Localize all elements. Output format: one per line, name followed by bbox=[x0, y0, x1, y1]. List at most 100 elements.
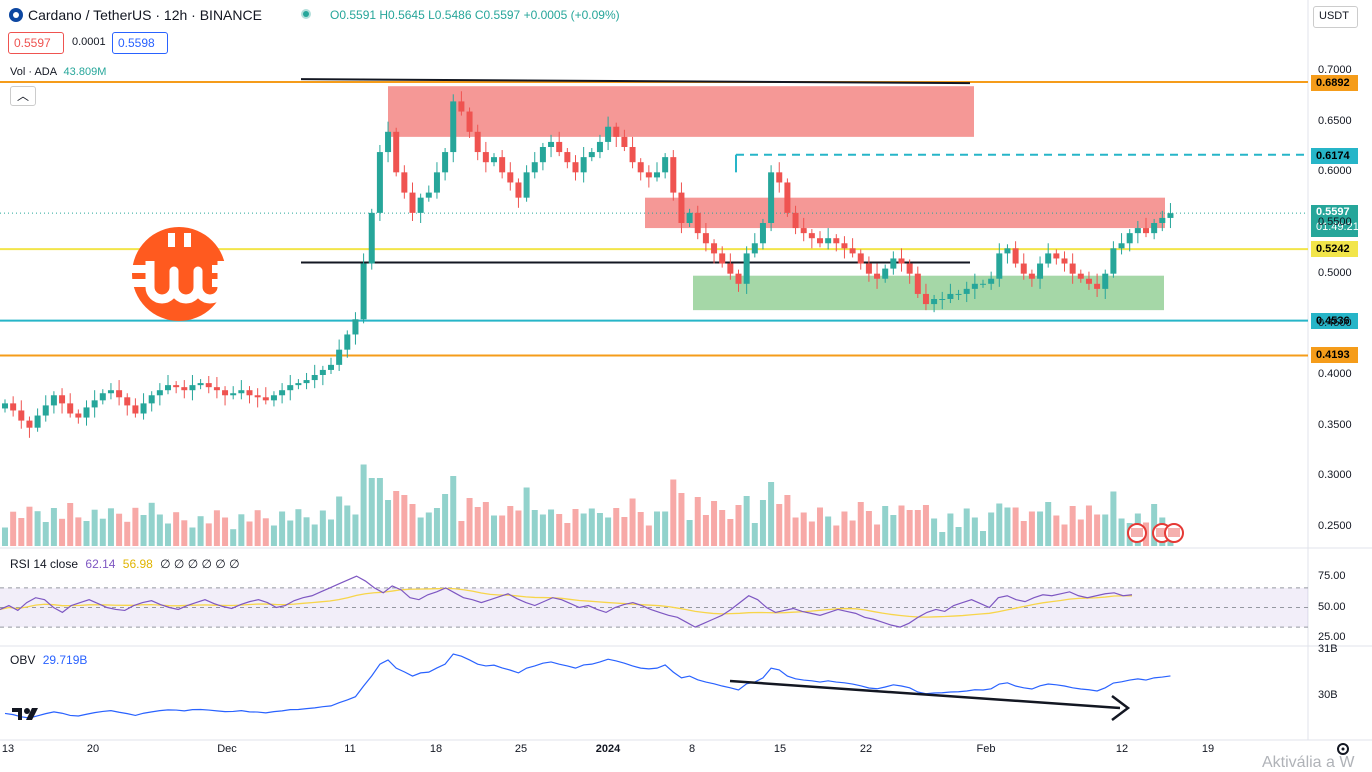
candle-body bbox=[621, 136, 628, 147]
obv-tick-30b: 30B bbox=[1318, 689, 1338, 701]
volume-bar bbox=[654, 511, 660, 546]
sell-button[interactable]: 0.5597 bbox=[8, 32, 64, 54]
candle-body bbox=[849, 248, 856, 254]
candle-body bbox=[425, 192, 432, 198]
change-value: +0.0005 (+0.09%) bbox=[523, 8, 620, 22]
candle-body bbox=[702, 233, 709, 244]
obv-legend: OBV 29.719B bbox=[10, 653, 87, 667]
volume-bar bbox=[1004, 507, 1011, 546]
volume-bar bbox=[914, 510, 921, 546]
volume-bar bbox=[50, 508, 57, 546]
volume-bar bbox=[205, 523, 212, 546]
candle-body bbox=[401, 172, 408, 193]
volume-bar bbox=[882, 506, 889, 546]
volume-bar bbox=[328, 519, 334, 546]
volume-bar bbox=[751, 523, 758, 546]
candle-body bbox=[784, 182, 791, 213]
candle-body bbox=[107, 390, 114, 394]
time-tick-label: 19 bbox=[1201, 743, 1215, 755]
price-tag-0-6892: 0.6892 bbox=[1311, 75, 1358, 91]
spread-value: 0.0001 bbox=[72, 36, 106, 48]
volume-bar bbox=[311, 524, 318, 546]
volume-bar bbox=[181, 520, 188, 546]
time-tick-label: Dec bbox=[217, 743, 237, 755]
candle-body bbox=[890, 258, 897, 269]
volume-bar bbox=[319, 510, 326, 546]
chevron-up-icon: ︿ bbox=[17, 89, 30, 103]
candle-body bbox=[50, 395, 57, 406]
volume-bar bbox=[808, 521, 815, 546]
candle-body bbox=[539, 147, 546, 163]
symbol-logo-icon[interactable] bbox=[8, 7, 24, 26]
us-event-flag-fill bbox=[1131, 528, 1143, 537]
time-tick-label: 18 bbox=[429, 743, 443, 755]
volume-bar bbox=[678, 493, 685, 546]
candle-body bbox=[140, 403, 147, 414]
rsi-legend: RSI 14 close 62.14 56.98 ∅ ∅ ∅ ∅ ∅ ∅ bbox=[10, 557, 240, 571]
candle-body bbox=[1167, 213, 1174, 218]
us-event-flag-icon bbox=[1164, 523, 1184, 543]
candle-body bbox=[645, 172, 652, 178]
candle-body bbox=[1012, 248, 1019, 264]
volume-bar bbox=[1102, 514, 1109, 546]
volume-bar bbox=[971, 517, 978, 546]
candle-body bbox=[882, 268, 889, 279]
volume-bar bbox=[336, 496, 343, 546]
candle-body bbox=[99, 393, 106, 401]
buy-button[interactable]: 0.5598 bbox=[112, 32, 168, 54]
candle-body bbox=[857, 253, 864, 264]
price-tag-0-4193: 0.4193 bbox=[1311, 347, 1358, 363]
close-value: C0.5597 bbox=[474, 8, 521, 22]
volume-bar bbox=[702, 515, 709, 546]
candle-body bbox=[222, 390, 229, 396]
rsi-placeholders: ∅ ∅ ∅ ∅ ∅ ∅ bbox=[160, 557, 240, 571]
volume-bar bbox=[83, 521, 90, 546]
time-tick-label: 15 bbox=[773, 743, 787, 755]
last-price-value: 0.5597 bbox=[1316, 206, 1350, 218]
time-tick-label: 22 bbox=[859, 743, 873, 755]
collapse-button[interactable]: ︿ bbox=[10, 86, 36, 106]
tradingview-logo-icon[interactable] bbox=[10, 704, 44, 727]
volume-bar bbox=[132, 507, 139, 546]
volume-bar bbox=[784, 495, 791, 546]
volume-bar bbox=[148, 502, 155, 546]
volume-bar bbox=[841, 511, 848, 546]
settings-gear-icon[interactable] bbox=[1335, 741, 1351, 762]
currency-selector[interactable]: USDT bbox=[1313, 6, 1358, 28]
candle-body bbox=[523, 172, 530, 198]
volume-bar bbox=[588, 508, 595, 546]
candle-body bbox=[409, 192, 416, 213]
volume-bar bbox=[499, 515, 506, 546]
volume-bar bbox=[393, 491, 400, 546]
candle-body bbox=[132, 405, 139, 414]
candle-body bbox=[931, 299, 938, 305]
time-tick-label: 11 bbox=[344, 743, 356, 755]
candle-body bbox=[165, 385, 171, 391]
volume-bar bbox=[213, 510, 220, 546]
volume-bar bbox=[1151, 504, 1158, 546]
candle-body bbox=[841, 243, 848, 249]
last-price-tag: 0.5597 01:49:21 bbox=[1311, 205, 1359, 237]
volume-bar bbox=[1012, 507, 1019, 546]
candle-body bbox=[303, 380, 310, 384]
candle-body bbox=[376, 152, 383, 213]
candle-body bbox=[181, 387, 188, 391]
channel-logo bbox=[128, 225, 230, 323]
volume-bar bbox=[287, 520, 294, 546]
candle-body bbox=[213, 387, 220, 391]
candle-body bbox=[531, 162, 538, 173]
volume-bar bbox=[988, 512, 995, 546]
volume-bar bbox=[417, 517, 424, 546]
low-value: L0.5486 bbox=[428, 8, 472, 22]
volume-bar bbox=[800, 512, 807, 546]
candle-body bbox=[466, 111, 473, 132]
volume-bar bbox=[189, 527, 196, 546]
volume-bar bbox=[433, 508, 440, 546]
rsi-label: RSI 14 close bbox=[10, 557, 79, 571]
volume-bar bbox=[1053, 515, 1060, 546]
candle-body bbox=[817, 238, 823, 244]
supply-zone-upper bbox=[388, 86, 974, 137]
symbol-title[interactable]: Cardano / TetherUS · 12h · BINANCE bbox=[28, 7, 262, 23]
candle-body bbox=[482, 152, 489, 163]
